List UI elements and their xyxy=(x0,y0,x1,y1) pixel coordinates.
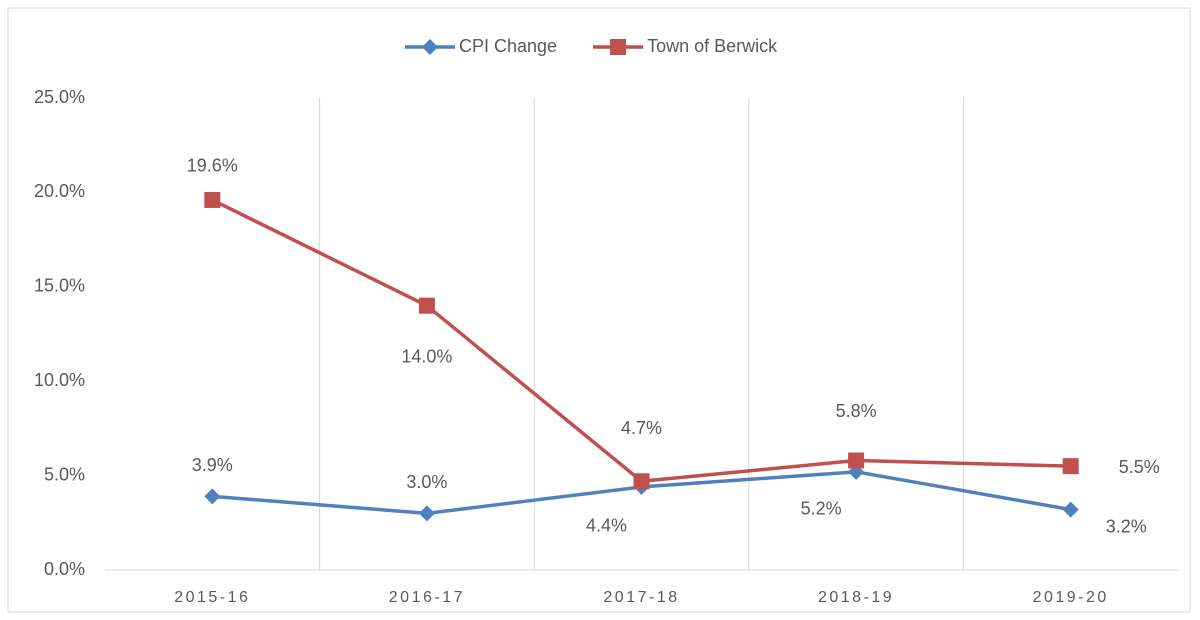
marker xyxy=(204,488,221,505)
x-tick-label: 2019-20 xyxy=(1033,589,1109,606)
y-tick-label: 20.0% xyxy=(34,181,85,201)
x-tick-label: 2018-19 xyxy=(818,589,894,606)
marker xyxy=(848,452,865,469)
marker xyxy=(418,505,435,522)
marker xyxy=(1062,458,1079,475)
legend-label: CPI Change xyxy=(459,36,557,56)
marker xyxy=(610,39,627,55)
y-tick-label: 25.0% xyxy=(34,87,85,107)
data-label: 5.5% xyxy=(1119,457,1160,477)
marker xyxy=(633,473,650,490)
y-tick-label: 15.0% xyxy=(34,276,85,296)
marker xyxy=(422,39,438,55)
marker xyxy=(204,191,221,208)
data-label: 3.0% xyxy=(406,472,447,492)
x-tick-label: 2017-18 xyxy=(603,589,679,606)
data-label: 4.7% xyxy=(621,418,662,438)
x-tick-label: 2016-17 xyxy=(389,589,465,606)
data-label: 3.2% xyxy=(1106,516,1147,536)
data-label: 3.9% xyxy=(192,455,233,475)
y-tick-label: 5.0% xyxy=(44,464,85,484)
marker xyxy=(418,297,435,314)
chart-frame xyxy=(7,7,1191,613)
data-label: 19.6% xyxy=(187,156,238,176)
data-label: 14.0% xyxy=(401,346,452,366)
legend-label: Town of Berwick xyxy=(647,36,778,56)
y-tick-label: 0.0% xyxy=(44,559,85,579)
marker xyxy=(1062,501,1079,518)
data-label: 5.2% xyxy=(801,499,842,519)
x-tick-label: 2015-16 xyxy=(174,589,250,606)
data-label: 5.8% xyxy=(836,401,877,421)
data-label: 4.4% xyxy=(586,516,627,536)
y-tick-label: 10.0% xyxy=(34,370,85,390)
